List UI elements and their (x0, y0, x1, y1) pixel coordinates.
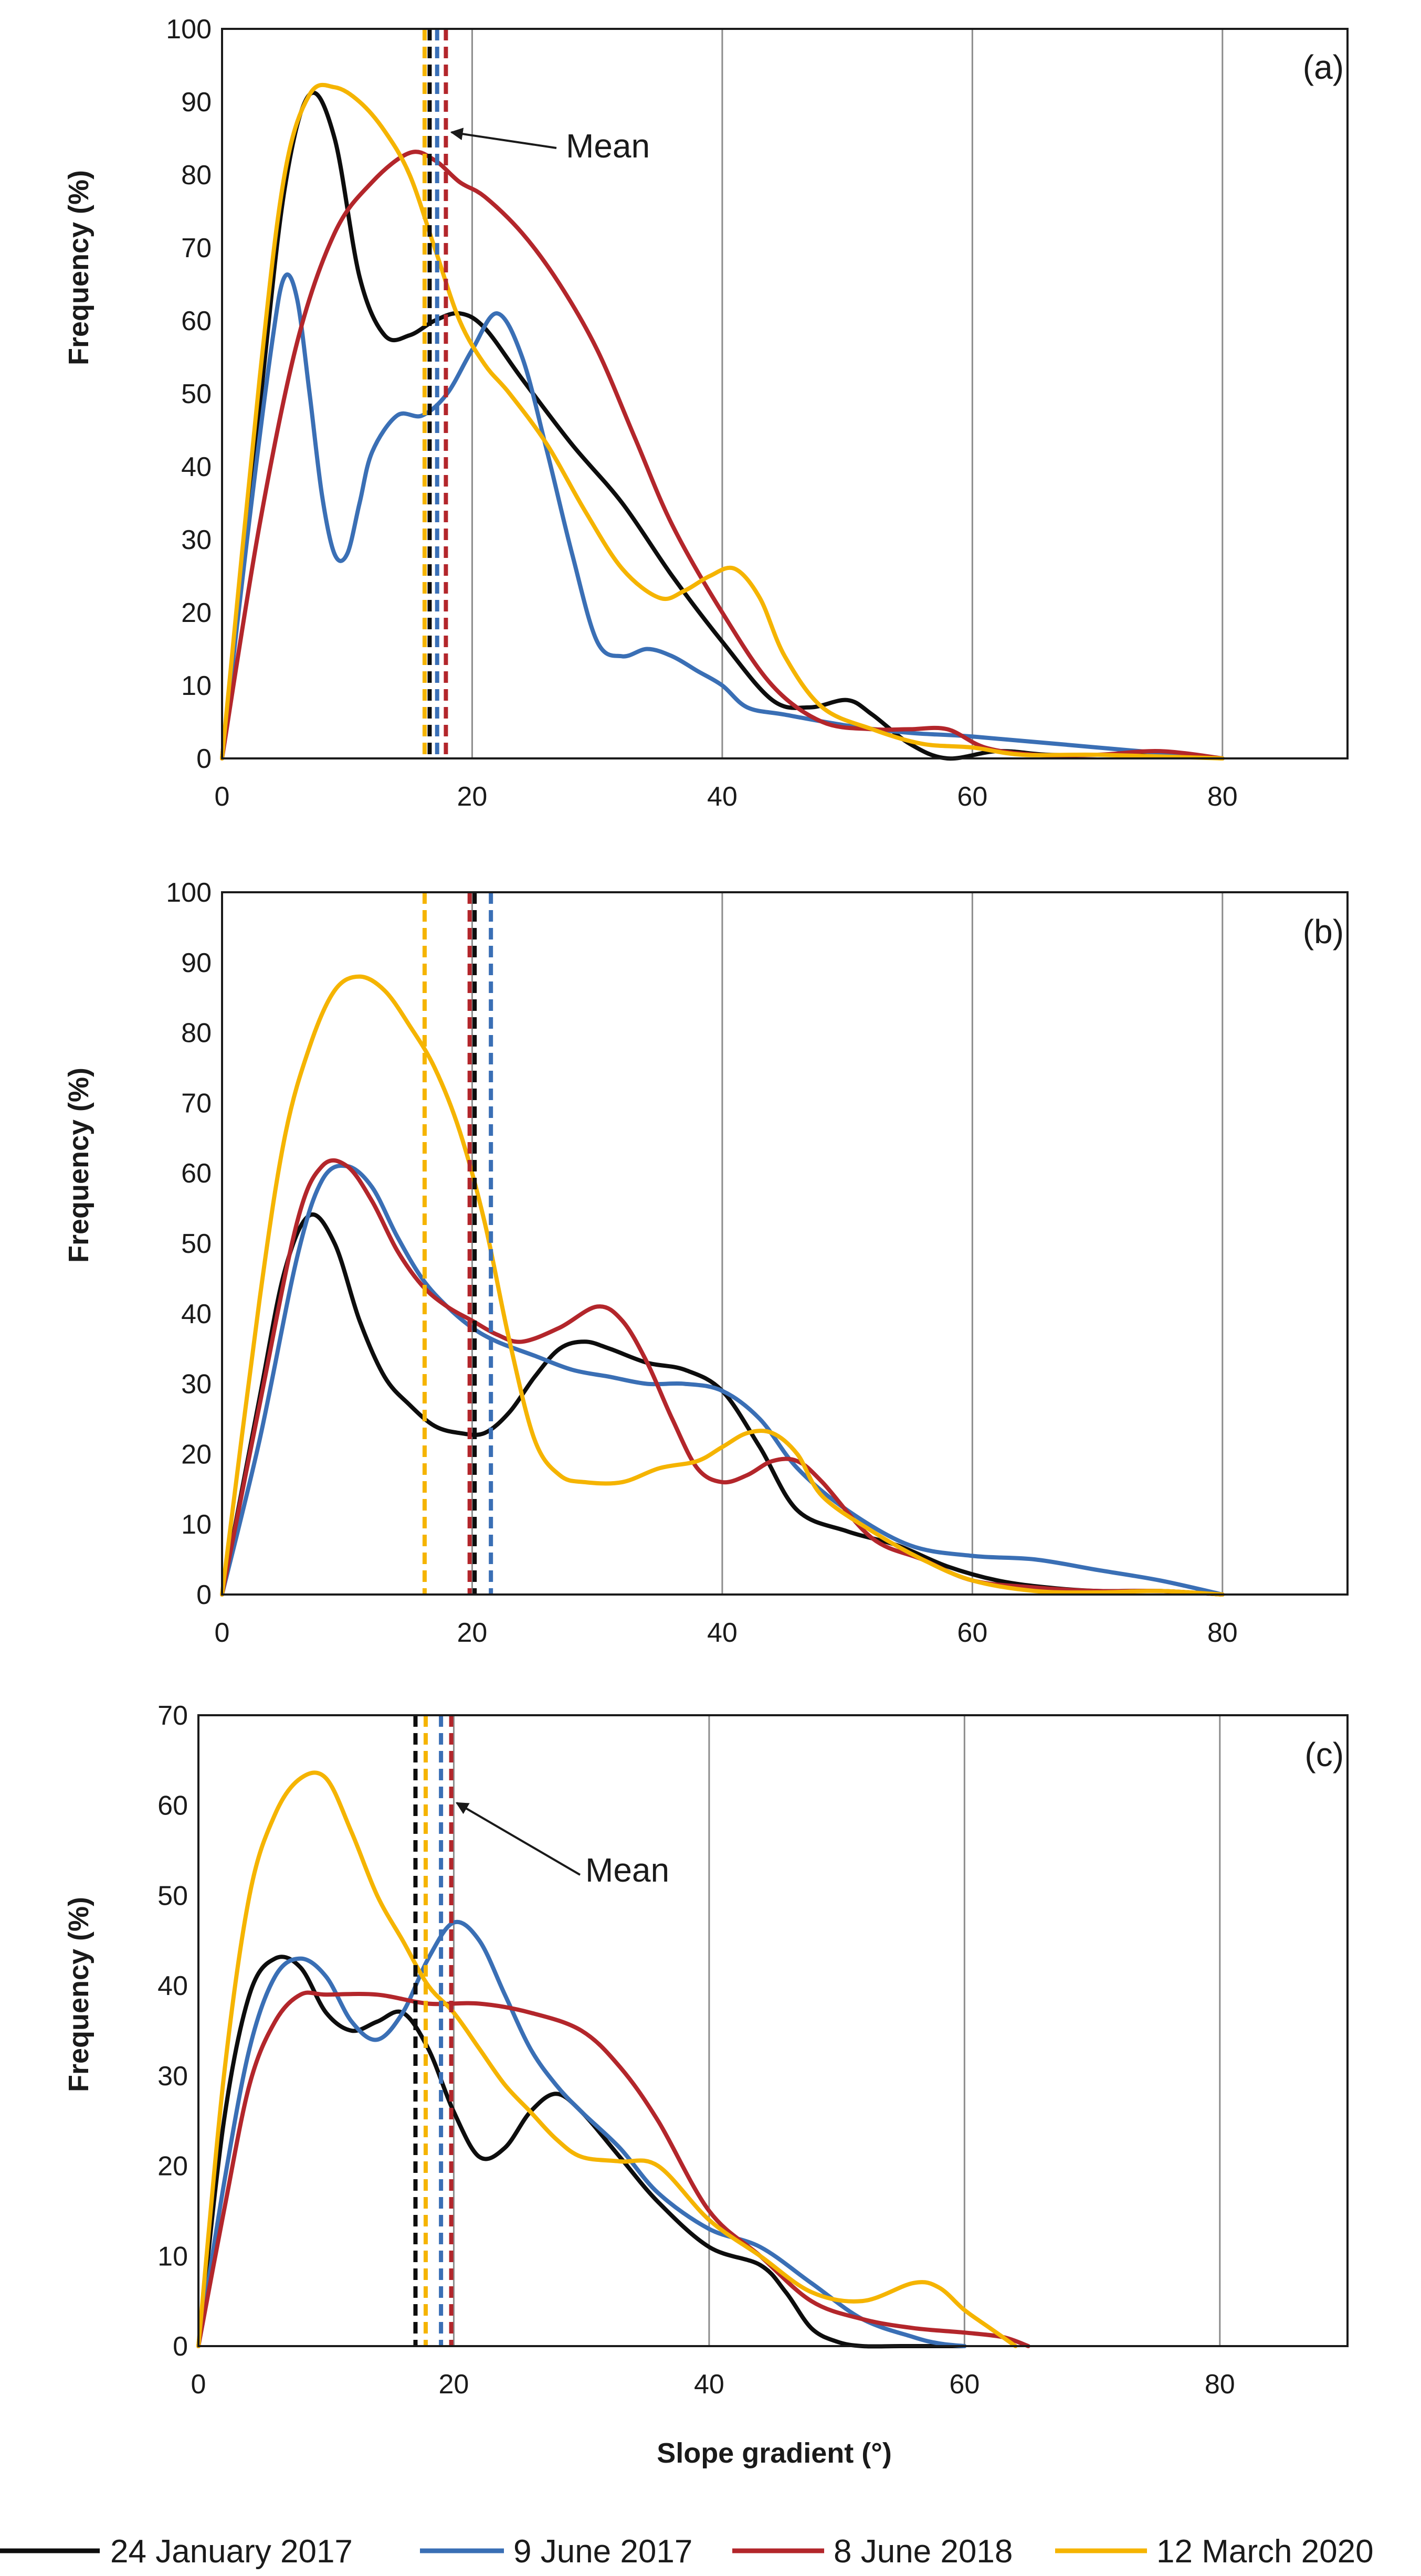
panel-a-series-jun2017 (220, 272, 1225, 761)
legend-label-mar2020: 12 March 2020 (1156, 2533, 1374, 2570)
panel-a-xticks: 0 20 40 60 80 (215, 782, 1238, 812)
panel-c-ytick-70: 70 (157, 1701, 188, 1731)
panel-a-mean-label: Mean (566, 127, 650, 165)
panel-b-yticks: 0 10 20 30 40 50 60 70 80 90 100 (166, 878, 212, 1610)
panel-c-tag: (c) (1304, 1736, 1344, 1773)
panel-c-ytick-20: 20 (157, 2151, 188, 2182)
panel-a-xtick-60: 60 (957, 782, 987, 812)
panel-b-series (220, 974, 1225, 1597)
panel-b-ytick-30: 30 (181, 1369, 212, 1400)
panel-b-ytick-0: 0 (196, 1580, 212, 1610)
panel-c-ytick-10: 10 (157, 2241, 188, 2272)
x-axis-title: Slope gradient (°) (657, 2437, 892, 2469)
panel-a-ylabel: Frequency (%) (63, 170, 94, 365)
panel-b-ytick-50: 50 (181, 1229, 212, 1259)
panel-a-xtick-40: 40 (707, 782, 738, 812)
panel-c-ytick-60: 60 (157, 1791, 188, 1821)
panel-b-xtick-0: 0 (215, 1618, 230, 1648)
panel-c-series (196, 1770, 1030, 2349)
panel-a-ytick-30: 30 (181, 525, 212, 555)
panel-a-means (422, 29, 448, 758)
panel-c-series-jun2017 (196, 1919, 967, 2348)
panel-a-xtick-20: 20 (457, 782, 488, 812)
panel-a-xtick-80: 80 (1207, 782, 1238, 812)
panel-a-ytick-0: 0 (196, 744, 212, 774)
panel-b-series-jun2017 (220, 1163, 1225, 1597)
panel-b-series-mar2020 (220, 974, 1225, 1597)
panel-a: 0 10 20 30 40 50 60 70 80 90 100 0 20 40 60 80 Frequen… (63, 14, 1349, 812)
legend: 24 January 2017 9 June 2017 8 June 2018 … (0, 2533, 1374, 2570)
panel-a-ytick-90: 90 (181, 87, 212, 118)
panel-c-ytick-30: 30 (157, 2061, 188, 2092)
panel-c-series-mar2020 (196, 1770, 1018, 2348)
panel-c-series-jan2017 (196, 1955, 967, 2349)
panel-c-ytick-40: 40 (157, 1971, 188, 2001)
panel-c-frame (197, 1714, 1349, 2347)
panel-b-means (422, 892, 493, 1595)
panel-b-ytick-100: 100 (166, 878, 212, 908)
panel-a-ytick-70: 70 (181, 233, 212, 263)
panel-b-ytick-20: 20 (181, 1439, 212, 1470)
panel-c-xtick-40: 40 (694, 2369, 724, 2400)
panel-b-xtick-20: 20 (457, 1618, 488, 1648)
panel-b: 0 10 20 30 40 50 60 70 80 90 100 0 20 40 60 80 Frequen… (63, 878, 1349, 1648)
panel-c-xtick-20: 20 (439, 2369, 469, 2400)
panel-c-ylabel: Frequency (%) (63, 1897, 94, 2092)
panel-b-ytick-40: 40 (181, 1299, 212, 1329)
panel-c-mean-label: Mean (585, 1851, 669, 1889)
panel-a-ytick-20: 20 (181, 598, 212, 628)
panel-a-ytick-100: 100 (166, 14, 212, 45)
panel-b-ytick-80: 80 (181, 1018, 212, 1049)
panel-b-ytick-70: 70 (181, 1088, 212, 1118)
panel-a-yticks: 0 10 20 30 40 50 60 70 80 90 100 (166, 14, 212, 774)
panel-b-ytick-60: 60 (181, 1158, 212, 1189)
panel-b-ytick-10: 10 (181, 1509, 212, 1540)
panel-c-xtick-80: 80 (1205, 2369, 1235, 2400)
legend-label-jan2017: 24 January 2017 (110, 2533, 353, 2570)
legend-item-jun2017: 9 June 2017 (420, 2533, 692, 2570)
panel-a-ytick-40: 40 (181, 452, 212, 482)
panel-c-ytick-0: 0 (173, 2331, 188, 2362)
legend-label-jun2017: 9 June 2017 (513, 2533, 692, 2570)
panel-b-ytick-90: 90 (181, 948, 212, 978)
panel-a-grid (471, 29, 1224, 758)
legend-label-jun2018: 8 June 2018 (834, 2533, 1013, 2570)
panel-a-series-jun2018 (220, 150, 1225, 761)
panel-b-xtick-60: 60 (957, 1618, 987, 1648)
panel-c-means (413, 1715, 454, 2346)
panel-b-xticks: 0 20 40 60 80 (215, 1618, 1238, 1648)
panel-c-ytick-50: 50 (157, 1881, 188, 1911)
panel-a-series-mar2020 (220, 82, 1225, 761)
panel-c-mean-annotation: Mean (455, 1802, 669, 1889)
panel-c-yticks: 0 10 20 30 40 50 60 70 (157, 1701, 188, 2362)
panel-a-frame (221, 28, 1349, 759)
panel-a-ytick-60: 60 (181, 306, 212, 336)
panel-a-tag: (a) (1303, 48, 1344, 86)
panel-a-ytick-50: 50 (181, 379, 212, 409)
panel-b-frame (221, 891, 1349, 1596)
panel-b-xtick-40: 40 (707, 1618, 738, 1648)
legend-item-jun2018: 8 June 2018 (732, 2533, 1013, 2570)
panel-b-series-jan2017 (220, 1212, 1225, 1597)
panel-b-tag: (b) (1303, 913, 1344, 951)
panel-c-xtick-60: 60 (949, 2369, 980, 2400)
panel-a-xtick-0: 0 (215, 782, 230, 812)
legend-item-mar2020: 12 March 2020 (1055, 2533, 1374, 2570)
panel-b-ylabel: Frequency (%) (63, 1068, 94, 1263)
legend-item-jan2017: 24 January 2017 (0, 2533, 353, 2570)
panel-c-grid (452, 1715, 1221, 2346)
panel-c-xticks: 0 20 40 60 80 (191, 2369, 1235, 2400)
panel-b-grid (471, 892, 1224, 1595)
panel-b-xtick-80: 80 (1207, 1618, 1238, 1648)
panel-a-ytick-10: 10 (181, 671, 212, 701)
panel-a-mean-arrow (450, 128, 557, 149)
panel-c-xtick-0: 0 (191, 2369, 206, 2400)
panel-c-series-jun2018 (196, 1990, 1030, 2348)
panel-a-ytick-80: 80 (181, 160, 212, 191)
panel-c-mean-arrow (455, 1802, 581, 1876)
panel-a-mean-annotation: Mean (450, 127, 650, 165)
